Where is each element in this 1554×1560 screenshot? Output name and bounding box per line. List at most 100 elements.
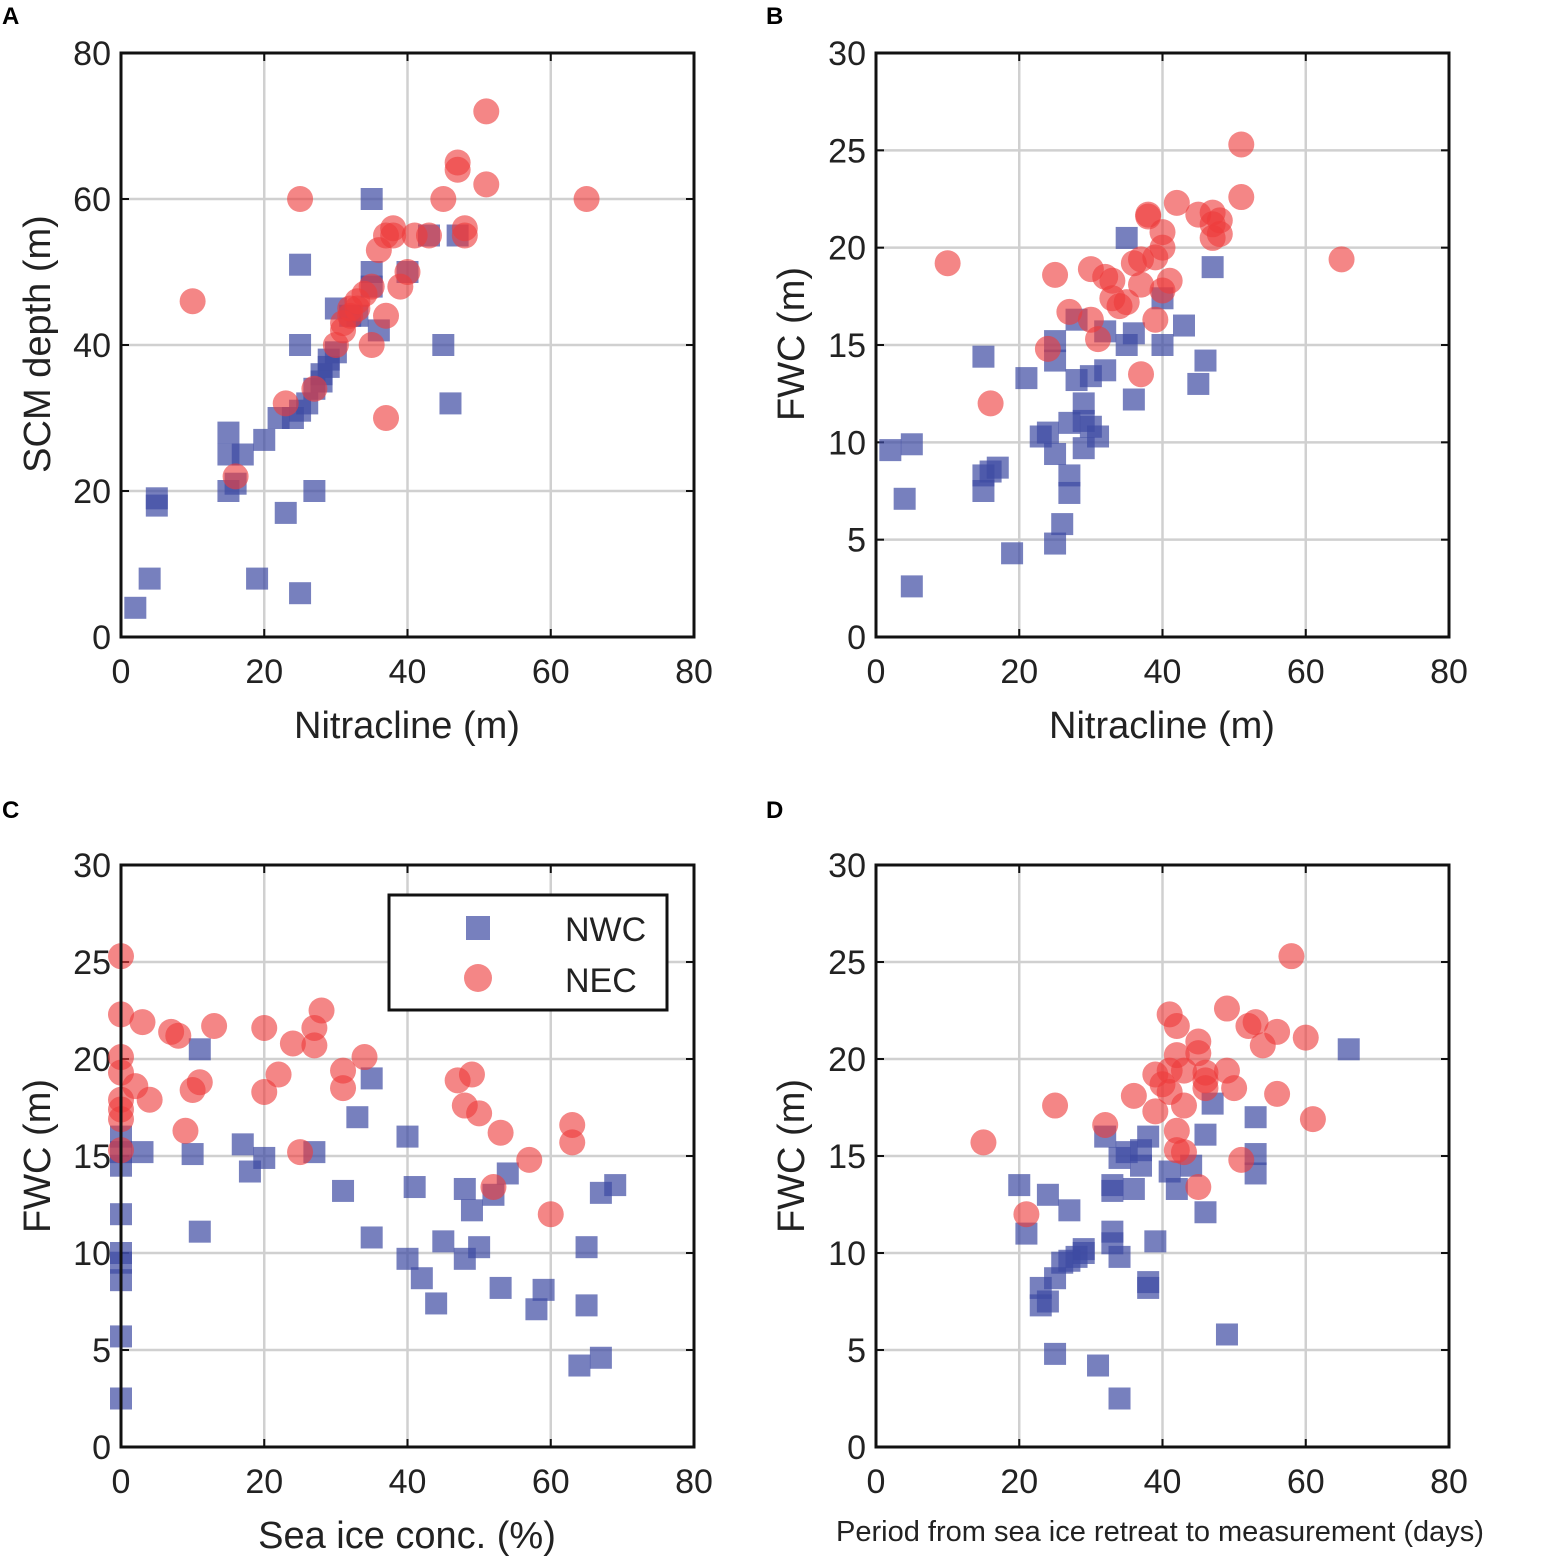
panel-c-nwc-point	[181, 1143, 204, 1166]
panel-c-frame	[119, 863, 696, 1449]
panel-a-nwc-point	[289, 334, 312, 356]
panel-a-nwc-point	[145, 487, 168, 510]
panel-a-nec-point	[373, 302, 400, 329]
panel-a-nec-point	[573, 186, 600, 212]
panel-c-nwc-point	[360, 1226, 383, 1249]
panel-b-y-tick-label: 0	[847, 619, 866, 657]
panel-a-nec-point	[222, 463, 249, 490]
panel-c-nwc-point	[188, 1220, 211, 1243]
panel-a-x-tick-label: 60	[532, 653, 570, 691]
panel-c-nec-point	[136, 1086, 163, 1113]
panel-b-x-tick-label: 40	[1144, 653, 1182, 691]
panel-d-nec-point	[970, 1129, 997, 1156]
panel-c-nec-point	[172, 1117, 199, 1144]
panel-d-y-axis-label: FWC (m)	[771, 1079, 813, 1233]
panel-a-y-tick-label: 40	[73, 327, 111, 365]
panel-b-nec-point	[1163, 189, 1190, 216]
panel-d-nwc-point	[1137, 1276, 1160, 1299]
panel-a-x-tick-label: 0	[112, 653, 131, 691]
panel-c-nec-point	[458, 1061, 485, 1088]
panel-d-frame	[874, 863, 1451, 1449]
panel-c-x-tick-label: 0	[112, 1463, 131, 1501]
panel-a-y-tick-label: 80	[73, 35, 111, 73]
panel-d: 0 20 40 60 80 0 5 10 15 20 25 30 D Period from sea …	[766, 797, 1484, 1548]
panel-b-nec-point	[1156, 267, 1183, 294]
panel-b-nwc-point	[1194, 349, 1217, 372]
panel-b-nwc-point	[1201, 256, 1224, 279]
panel-d-nec-point	[1185, 1174, 1212, 1201]
panel-a-y-tick-label: 0	[92, 619, 111, 657]
panel-b-nwc-point	[893, 487, 916, 510]
panel-a-nwc-point	[124, 596, 147, 619]
panel-c-nwc-point	[575, 1294, 598, 1317]
panel-b-nwc-point	[1087, 425, 1110, 448]
panel-d-nwc-point	[1036, 1183, 1059, 1206]
panel-a-nec-point	[394, 259, 421, 285]
panel-c-y-tick-label: 0	[92, 1429, 111, 1467]
panel-d-nwc-point	[1122, 1177, 1145, 1200]
panel-b-nec-point	[1228, 184, 1255, 211]
panel-b-y-tick-label: 20	[828, 230, 866, 268]
panel-b-nwc-point	[1058, 464, 1081, 487]
panel-a-nwc-point	[439, 392, 462, 415]
panel-b-nwc-point	[1094, 359, 1117, 382]
panel-d-nec-point	[1264, 1018, 1291, 1045]
panel-d-nec-point	[1221, 1075, 1248, 1102]
panel-d-x-tick-label: 40	[1144, 1463, 1182, 1501]
panel-c-nec-point	[251, 1078, 278, 1105]
panel-c-nec-point	[308, 997, 335, 1024]
panel-b-nec-point	[977, 390, 1004, 417]
panel-b-nec-point	[1128, 271, 1155, 298]
panel-c-y-tick-label: 20	[73, 1041, 111, 1079]
panel-d-nec-point	[1264, 1080, 1291, 1107]
panel-b-nec-point	[1228, 131, 1255, 158]
panel-d-nwc-point	[1158, 1160, 1181, 1183]
panel-b-nwc-point	[1036, 421, 1059, 444]
panel-a-nec-point	[373, 405, 400, 431]
panel-d-nwc-point	[1108, 1245, 1131, 1268]
panel-c-x-tick-label: 80	[675, 1463, 713, 1501]
panel-c-y-axis-label: FWC (m)	[17, 1079, 59, 1233]
panel-d-nec-point	[1170, 1139, 1197, 1166]
panel-d-nwc-point	[1008, 1174, 1031, 1197]
panel-d-nwc-point	[1108, 1387, 1131, 1410]
panel-b-nwc-point	[1072, 392, 1095, 415]
panel-letter-d: D	[766, 797, 783, 824]
panel-a-x-axis-label: Nitracline (m)	[294, 705, 520, 747]
panel-c-y-tick-label: 15	[73, 1138, 111, 1176]
panel-b-nwc-point	[1122, 388, 1145, 411]
panel-b-frame	[874, 51, 1451, 639]
panel-d-nec-point	[1242, 1009, 1269, 1036]
panel-c-nec-point	[129, 1009, 156, 1036]
panel-c-nwc-point	[396, 1247, 419, 1270]
panel-d-x-tick-label: 60	[1287, 1463, 1325, 1501]
panel-b-nec-point	[1042, 261, 1069, 288]
panel-c-nec-point	[251, 1014, 278, 1041]
panel-b-x-tick-label: 20	[1000, 653, 1038, 691]
panel-b-nwc-point	[900, 433, 923, 456]
legend-nec-label: NEC	[565, 962, 637, 1000]
panel-b-nec-point	[934, 250, 961, 277]
legend-nec-marker	[464, 964, 492, 992]
panel-d-nec-point	[1170, 1057, 1197, 1084]
panel-d-nec-point	[1120, 1082, 1147, 1109]
panel-b-nwc-point	[1044, 443, 1067, 466]
panel-b-nec-point	[1085, 326, 1112, 353]
panel-c-nwc-point	[403, 1176, 426, 1199]
panel-d-nec-point	[1292, 1024, 1319, 1051]
panel-c-nwc-point	[453, 1177, 476, 1200]
panel-b-nwc-point	[1058, 481, 1081, 504]
panel-d-nwc-point	[1058, 1199, 1081, 1222]
panel-c-nwc-point	[568, 1354, 591, 1377]
panel-a-nwc-point	[246, 567, 269, 590]
panel-d-x-tick-label: 80	[1430, 1463, 1468, 1501]
panel-b-nec-point	[1206, 207, 1233, 234]
panel-c-nec-point	[351, 1044, 378, 1071]
panel-c-nwc-point	[346, 1106, 369, 1129]
panel-d-nec-point	[1213, 995, 1240, 1022]
panel-d-y-tick-label: 15	[828, 1138, 866, 1176]
panel-c-nec-point	[559, 1129, 586, 1156]
panel-c-nwc-point	[131, 1141, 154, 1164]
panel-a-nwc-point	[274, 501, 297, 524]
panel-c-nwc-point	[432, 1230, 455, 1253]
